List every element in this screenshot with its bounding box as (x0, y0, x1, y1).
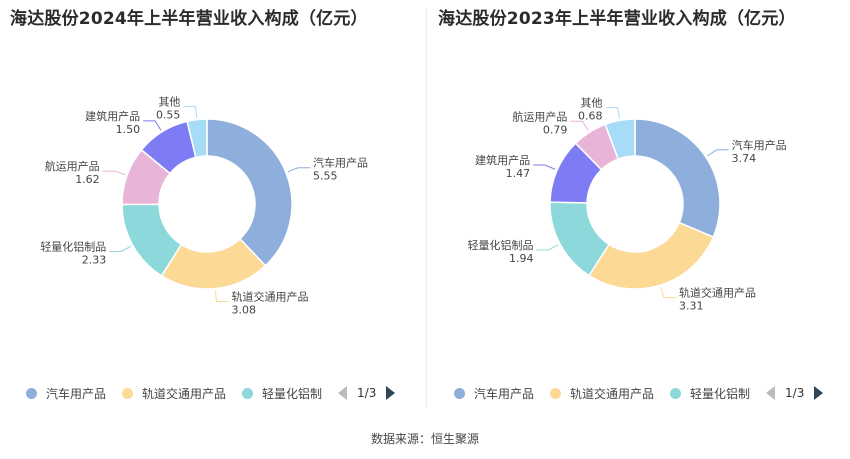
legend-item-rail[interactable]: 轨道交通用产品 (122, 385, 226, 402)
legend-item-aluminum[interactable]: 轻量化铝制 (670, 385, 750, 402)
legend-dot-icon (242, 387, 254, 399)
leader-line (605, 107, 620, 119)
panel-divider (426, 8, 427, 408)
chart-panel-2023: 汽车用产品 3.74 轨道交通用产品 3.31 轻量化铝制品 1.94 建筑用产品 1.47 航… (428, 0, 850, 420)
pager-prev-icon[interactable] (766, 386, 776, 400)
leader-line (287, 167, 311, 173)
slice-value-label: 3.31 (679, 300, 704, 313)
leader-line (707, 149, 729, 157)
slice-value-label: 3.74 (732, 152, 757, 165)
leader-line (536, 244, 559, 251)
slice-category-label: 建筑用产品 (475, 153, 530, 167)
slice-value-label: 1.50 (116, 123, 141, 136)
pager-prev-icon[interactable] (338, 386, 348, 400)
chart-title-2023: 海达股份2023年上半年营业收入构成（亿元） (438, 9, 796, 29)
leader-line (143, 120, 162, 131)
legend-label: 轻量化铝制 (262, 386, 323, 401)
legend-label: 汽车用产品 (46, 386, 107, 401)
legend-2023: 汽车用产品 轨道交通用产品 轻量化铝制 1/3 (454, 383, 824, 403)
slice-value-label: 1.47 (506, 167, 531, 180)
slice-value-label: 1.94 (509, 252, 534, 265)
legend-item-auto[interactable]: 汽车用产品 (26, 385, 106, 402)
leader-line (214, 290, 229, 303)
legend-item-auto[interactable]: 汽车用产品 (454, 385, 534, 402)
slice-category-label: 建筑用产品 (85, 109, 140, 123)
data-source: 数据来源：恒生聚源 (370, 432, 479, 446)
pager-text: 1/3 (785, 386, 805, 400)
leader-line (183, 106, 198, 118)
slice-category-label: 航运用产品 (512, 109, 567, 123)
slice-category-label: 航运用产品 (45, 159, 100, 173)
slice-value-label: 0.68 (578, 110, 603, 123)
legend-item-aluminum[interactable]: 轻量化铝制 (242, 385, 322, 402)
legend-pager: 1/3 (338, 386, 396, 400)
slice-value-label: 3.08 (231, 304, 256, 317)
slice-category-label: 轨道交通用产品 (231, 290, 308, 304)
pager-text: 1/3 (357, 386, 377, 400)
leader-line (660, 286, 676, 299)
legend-dot-icon (454, 387, 465, 399)
slice-value-label: 0.55 (156, 109, 181, 122)
slice-value-label: 0.79 (543, 123, 568, 136)
legend-label: 轻量化铝制 (690, 386, 751, 401)
donut-slice[interactable] (206, 118, 293, 267)
legend-label: 汽车用产品 (474, 386, 535, 401)
leader-line (570, 120, 589, 131)
donut-slice[interactable] (186, 118, 208, 159)
pager-next-icon[interactable] (386, 386, 396, 400)
slice-value-label: 1.62 (75, 173, 100, 186)
slice-category-label: 轨道交通用产品 (679, 286, 756, 300)
donut-slice[interactable] (604, 118, 636, 161)
slice-value-label: 2.33 (82, 253, 107, 266)
leader-line (533, 164, 556, 170)
chart-title-2024: 海达股份2024年上半年营业收入构成（亿元） (10, 9, 368, 29)
legend-pager: 1/3 (766, 386, 824, 400)
legend-item-rail[interactable]: 轨道交通用产品 (550, 385, 654, 402)
donut-slice[interactable] (634, 118, 721, 239)
legend-dot-icon (550, 387, 562, 399)
slice-category-label: 其他 (581, 97, 603, 110)
slice-category-label: 汽车用产品 (732, 138, 787, 152)
legend-dot-icon (670, 387, 682, 399)
donut-slice[interactable] (587, 221, 715, 290)
pager-next-icon[interactable] (814, 386, 824, 400)
slice-category-label: 其他 (158, 96, 180, 109)
legend-dot-icon (26, 387, 37, 399)
legend-label: 轨道交通用产品 (570, 386, 655, 401)
leader-line (109, 245, 132, 252)
slice-category-label: 轻量化铝制品 (40, 239, 106, 253)
legend-label: 轨道交通用产品 (142, 386, 227, 401)
slice-category-label: 轻量化铝制品 (467, 238, 533, 252)
slice-value-label: 5.55 (313, 170, 338, 183)
chart-panel-2024: 汽车用产品 5.55 轨道交通用产品 3.08 轻量化铝制品 2.33 航运用产品 1.62 建… (0, 0, 425, 420)
legend-2024: 汽车用产品 轨道交通用产品 轻量化铝制 1/3 (26, 383, 396, 403)
slice-category-label: 汽车用产品 (313, 156, 368, 170)
leader-line (102, 170, 126, 176)
legend-dot-icon (122, 387, 134, 399)
